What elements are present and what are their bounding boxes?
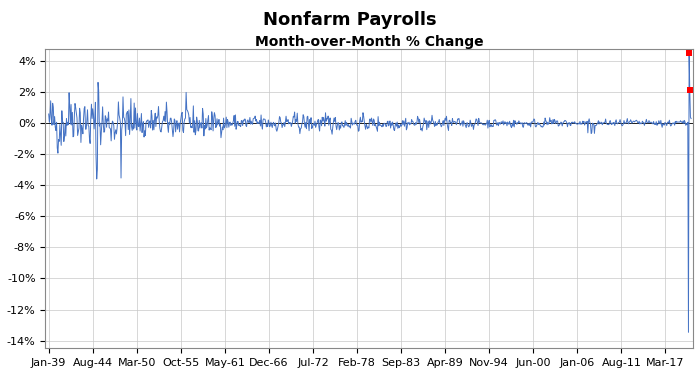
Title: Month-over-Month % Change: Month-over-Month % Change <box>255 35 484 49</box>
Text: Nonfarm Payrolls: Nonfarm Payrolls <box>263 11 437 29</box>
